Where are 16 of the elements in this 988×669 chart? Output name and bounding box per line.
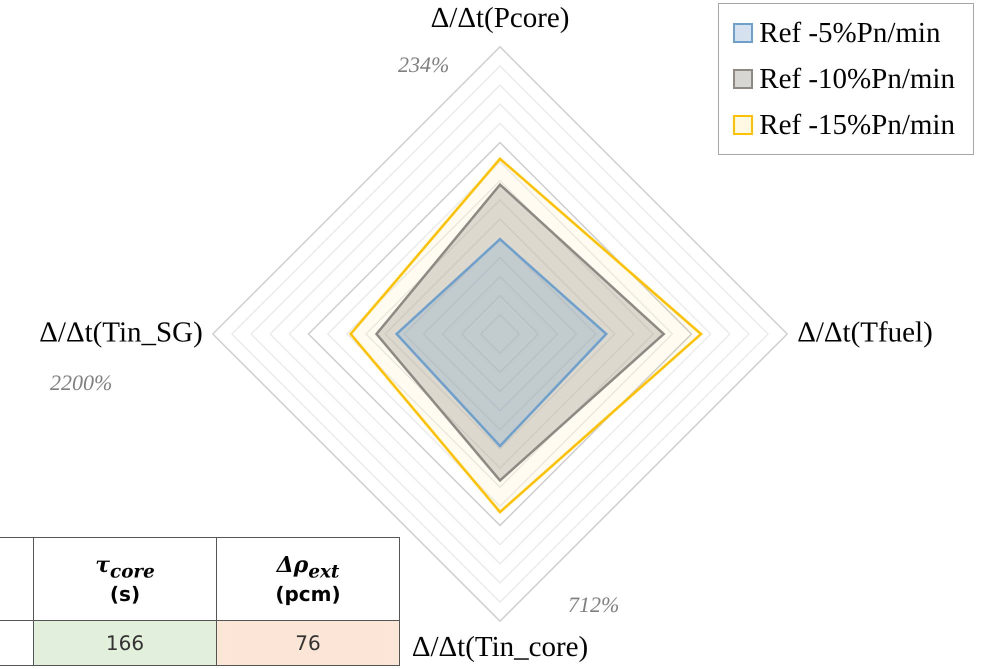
text: 2200% bbox=[50, 370, 112, 396]
text: 76 bbox=[216, 620, 400, 666]
spoke-label: Δ/Δt(Tin_SG) bbox=[39, 316, 203, 349]
text: 234% bbox=[398, 52, 450, 78]
spoke-label: Δ/Δt(Tfuel) bbox=[797, 316, 933, 349]
text: (pcm) bbox=[275, 582, 341, 606]
spoke-label: Δ/Δt(Tin_core) bbox=[412, 631, 588, 664]
legend-label: Ref -15%Pn/min bbox=[759, 108, 955, 142]
text: (s) bbox=[110, 582, 140, 606]
legend-label: Ref -10%Pn/min bbox=[759, 62, 955, 96]
text: Δρ$_{ext}$ bbox=[276, 552, 340, 582]
legend-label: Ref -5%Pn/min bbox=[759, 16, 940, 50]
text: 166 bbox=[34, 620, 216, 666]
text: 712% bbox=[568, 592, 620, 618]
text: τ$_{core}$ bbox=[95, 552, 155, 582]
spoke-label: Δ/Δt(Pcore) bbox=[430, 2, 570, 34]
